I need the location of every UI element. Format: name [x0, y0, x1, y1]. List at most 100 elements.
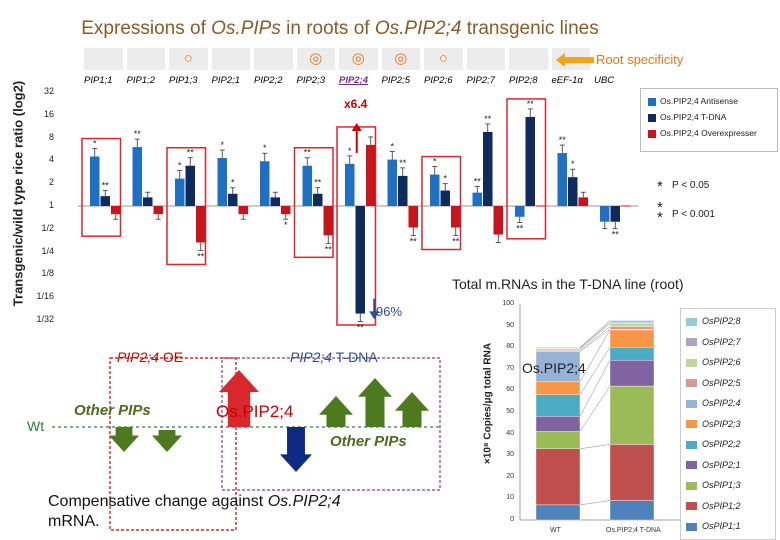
- legend-item-tdna: Os.PIP2;4 T-DNA: [648, 112, 726, 122]
- stacked-legend-swatch: [686, 358, 697, 367]
- significance-mark: *: [93, 139, 97, 149]
- significance-mark: *: [443, 174, 447, 184]
- y-tick-label: 1/32: [36, 314, 54, 324]
- root-specificity-cell: [84, 48, 123, 70]
- bar: [472, 192, 482, 206]
- stacked-legend-item: OsPIP1;2: [686, 501, 741, 511]
- bar: [525, 116, 535, 206]
- stacked-legend-label: OsPIP1;2: [702, 500, 741, 511]
- stacked-connector: [579, 329, 611, 352]
- highlight-frame: [81, 137, 122, 237]
- root-specificity-cell: [126, 48, 165, 70]
- gene-label: PIP2;7: [466, 75, 496, 86]
- stacked-legend-item: OsPIP2;7: [686, 337, 741, 347]
- stacked-legend-item: OsPIP2;3: [686, 419, 741, 429]
- stacked-connector: [579, 329, 611, 382]
- stacked-legend-item: OsPIP2;2: [686, 439, 741, 449]
- stacked-connector: [579, 385, 611, 432]
- other-pips-left-label: Other PIPs: [74, 402, 151, 419]
- bar: [387, 159, 397, 206]
- stacked-y-tick: 50: [506, 408, 514, 415]
- bar: [578, 197, 588, 206]
- legend-label: Os.PIP2;4 Overexpresser: [660, 128, 757, 138]
- significance-mark: *: [390, 142, 394, 152]
- stacked-y-tick: 60: [506, 386, 514, 394]
- bar: [100, 196, 110, 206]
- stacked-legend-label: OsPIP2;6: [702, 357, 741, 367]
- bar: [600, 206, 610, 222]
- significance-mark: **: [197, 251, 205, 261]
- bar: [143, 197, 153, 206]
- significance-mark: **: [325, 244, 333, 254]
- stacked-connector: [579, 500, 611, 506]
- stacked-chart-title: Total m.RNAs in the T-DNA line (root): [452, 276, 684, 292]
- legend-item-antisense: Os.PIP2;4 Antisense: [648, 96, 738, 106]
- stacked-x-label: WT: [550, 527, 561, 534]
- significance-mark: **: [102, 181, 110, 191]
- oe-label: PIP2;4 OE: [117, 349, 184, 365]
- up-arrow-icon: [219, 370, 259, 427]
- gene-label: PIP1;2: [126, 75, 156, 86]
- bar: [238, 206, 248, 215]
- stacked-legend-label: OsPIP1;1: [702, 521, 741, 531]
- bar: [557, 153, 567, 206]
- legend: [640, 88, 778, 152]
- significance-mark: *: [263, 143, 267, 153]
- stacked-annotation: Os.PIP2;4: [522, 360, 586, 376]
- bar: [175, 178, 185, 206]
- gene-label: PIP1;3: [169, 75, 198, 86]
- y-tick-label: 1/2: [41, 222, 54, 233]
- significance-mark: **: [559, 135, 567, 145]
- highlight-frame: [293, 146, 334, 259]
- stacked-legend-swatch: [686, 440, 697, 449]
- bar: [228, 193, 238, 206]
- gene-label: eEF-1α: [551, 75, 583, 86]
- p005-star: *: [657, 178, 663, 195]
- bar: [493, 206, 503, 235]
- y-tick-label: 1/8: [41, 268, 54, 279]
- legend-label: Os.PIP2;4 Antisense: [660, 96, 738, 106]
- root-specificity-cell: [254, 48, 293, 70]
- legend-label: Os.PIP2;4 T-DNA: [660, 112, 727, 122]
- bar: [515, 206, 525, 217]
- significance-mark: **: [474, 176, 482, 186]
- stacked-y-tick: 80: [506, 343, 514, 351]
- y-tick-label: 32: [43, 86, 54, 96]
- stacked-legend-label: OsPIP2;1: [702, 459, 741, 470]
- bar: [217, 158, 227, 206]
- bar: [440, 190, 450, 206]
- bar: [483, 131, 493, 206]
- significance-mark: **: [612, 230, 620, 240]
- bar: [132, 147, 142, 206]
- stacked-legend-label: OsPIP2;3: [702, 418, 741, 429]
- bar: [398, 175, 408, 206]
- significance-mark: **: [134, 129, 142, 139]
- stacked-legend-swatch: [686, 338, 697, 347]
- wt-label: Wt: [27, 418, 45, 434]
- stacked-legend-swatch: [686, 481, 697, 490]
- up-arrow-icon: [358, 378, 392, 427]
- chart-title: Expressions of Os.PIPs in roots of Os.PI…: [81, 18, 599, 39]
- y-tick-label: 1/4: [41, 245, 54, 256]
- significance-mark: *: [571, 159, 575, 169]
- stacked-y-tick: 70: [506, 364, 514, 372]
- stacked-legend-label: OsPIP2;5: [702, 377, 741, 388]
- root-specificity-cell: ◎: [339, 48, 378, 70]
- y-tick-label: 16: [43, 108, 54, 119]
- stacked-legend-item: OsPIP2;5: [686, 378, 741, 388]
- y-tick-label: 8: [48, 131, 54, 142]
- significance-mark: **: [187, 148, 195, 158]
- bar: [568, 177, 578, 206]
- bar: [281, 206, 291, 215]
- fold-increase-label: x6.4: [344, 97, 368, 111]
- stacked-segment: [535, 394, 581, 417]
- significance-mark: **: [314, 178, 322, 188]
- stacked-segment: [609, 326, 655, 330]
- stacked-segment: [535, 381, 581, 395]
- significance-mark: **: [410, 237, 418, 247]
- stacked-connector: [579, 326, 611, 351]
- gene-label: PIP2;6: [424, 75, 453, 86]
- up-arrow-icon: [395, 392, 429, 427]
- gene-label: PIP2;3: [296, 75, 326, 86]
- significance-mark: *: [348, 146, 352, 156]
